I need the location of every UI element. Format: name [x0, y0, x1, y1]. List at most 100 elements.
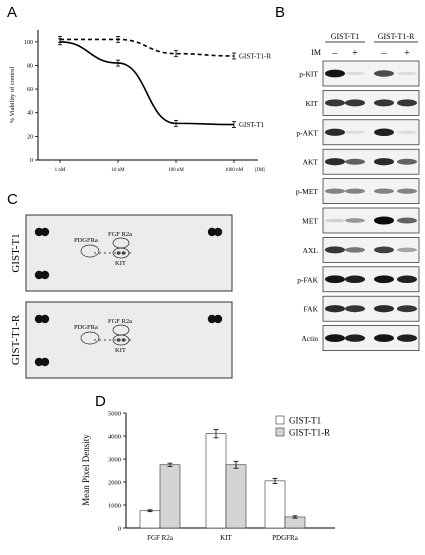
- panel-a-x-tick-label: 1 nM: [55, 168, 66, 173]
- reference-spot: [213, 227, 223, 237]
- blot-band: [374, 128, 394, 137]
- panel-d-category-label: PDGFRa: [272, 534, 299, 542]
- panel-a-letter: A: [7, 4, 17, 21]
- blot-band: [374, 216, 394, 225]
- band-label: p-KIT: [299, 70, 318, 79]
- panel-c-antibody-array: GIST-T1 PDGFRa FGF R2a KIT GIST-T1-R PDGFRa FG…: [10, 214, 233, 379]
- cell-line-label-gist-t1: GIST-T1: [331, 32, 360, 41]
- reference-spot: [34, 227, 44, 237]
- panel-a-y-tick-label: 60: [27, 87, 33, 93]
- panel-a-x-tick-label: 10 nM: [111, 168, 125, 173]
- band-label: Actin: [301, 334, 318, 343]
- array-cell-line-label: GIST-T1-R: [10, 314, 22, 365]
- background-spot: [113, 338, 117, 342]
- reference-spot: [34, 314, 44, 324]
- blot-band: [397, 334, 417, 342]
- kit-spot: [121, 251, 126, 255]
- cell-line-label-gist-t1-r: GIST-T1-R: [378, 32, 415, 41]
- panel-d-bar: [159, 464, 181, 529]
- panel-d-letter: D: [95, 393, 106, 410]
- reference-spot: [40, 314, 50, 324]
- band-label: FAK: [304, 305, 319, 314]
- blot-band: [397, 99, 417, 107]
- panel-a-series-line-1: [59, 41, 235, 126]
- panel-d-y-label: Mean Pixel Density: [81, 434, 91, 506]
- panel-b-letter: B: [275, 4, 285, 21]
- spot-label-pdgfra: PDGFRa: [74, 324, 98, 331]
- spot-label-fgfr2a: FGF R2a: [108, 231, 132, 238]
- kit-spot: [121, 338, 126, 342]
- reference-spot: [34, 357, 44, 367]
- kit-spot-circle: [112, 247, 130, 259]
- kit-spot-circle: [112, 334, 130, 346]
- panel-d-category-label: KIT: [220, 534, 232, 542]
- blot-band: [374, 99, 394, 107]
- blot-band: [397, 158, 417, 165]
- blot-band: [374, 305, 394, 313]
- lane-sign: –: [332, 48, 339, 59]
- panel-d-y-tick-label: 1000: [108, 503, 121, 510]
- blot-band: [397, 305, 417, 313]
- blot-band: [345, 334, 365, 342]
- blot-band: [325, 188, 345, 194]
- blot-band: [374, 158, 394, 166]
- blot-band: [325, 128, 345, 136]
- blot-band: [397, 217, 417, 224]
- band-label: AKT: [303, 158, 319, 167]
- reference-spot: [207, 314, 217, 324]
- blot-band: [397, 71, 417, 76]
- panel-d-y-tick-label: 5000: [108, 411, 121, 418]
- panel-a-series-label: GIST-T1-R: [239, 53, 271, 61]
- panel-a-y-tick-label: 100: [24, 40, 33, 46]
- spot-label-kit: KIT: [115, 347, 126, 354]
- blot-band: [345, 158, 365, 165]
- background-spot: [128, 338, 132, 342]
- blot-band: [374, 246, 394, 254]
- panel-a-y-tick-label: 40: [27, 111, 33, 117]
- panel-a-series-line-0: [60, 38, 235, 57]
- blot-band: [374, 70, 394, 77]
- background-spot: [113, 251, 117, 255]
- spot-label-pdgfra: PDGFRa: [74, 237, 98, 244]
- panel-d-category-label: FGF R2a: [147, 534, 174, 542]
- lane-sign: –: [381, 48, 388, 59]
- panel-a-x-tick-label: 1000 nM: [225, 168, 244, 173]
- background-spot: [128, 251, 132, 255]
- panel-a-y-tick-label: 0: [30, 158, 33, 164]
- panel-d-bar: [264, 480, 286, 529]
- panel-d-bar: [205, 433, 227, 529]
- blot-band: [345, 71, 365, 76]
- background-spot: [93, 251, 97, 255]
- band-label: p-AKT: [296, 128, 318, 137]
- band-label: KIT: [306, 99, 319, 108]
- panel-a-y-label: % Viability of control: [9, 66, 16, 123]
- kit-spot: [116, 338, 121, 342]
- blot-band: [325, 99, 345, 107]
- panel-a-y-tick-label: 80: [27, 63, 33, 69]
- blot-band: [345, 130, 365, 134]
- lane-sign: +: [352, 48, 358, 59]
- panel-d-y-tick-label: 4000: [108, 434, 121, 441]
- background-spot: [108, 251, 112, 255]
- background-spot: [108, 338, 112, 342]
- lane-sign: +: [404, 48, 410, 59]
- pdgfra-spot-circle: [80, 244, 100, 258]
- blot-band: [325, 69, 345, 78]
- blot-band: [345, 188, 365, 194]
- blot-band: [397, 275, 417, 284]
- blot-band: [325, 246, 345, 254]
- panel-d-y-tick-label: 0: [118, 526, 121, 533]
- panel-d-legend-swatch: [275, 427, 285, 437]
- blot-band: [345, 305, 365, 313]
- blot-band: [325, 334, 345, 342]
- band-label: p-FAK: [297, 275, 318, 284]
- band-label: MET: [302, 217, 318, 226]
- array-cell-line-label: GIST-T1: [10, 233, 22, 272]
- treatment-label: IM: [311, 48, 321, 57]
- blot-band: [325, 305, 345, 313]
- blot-band: [345, 99, 365, 107]
- panel-d-legend-label: GIST-T1-R: [289, 428, 330, 438]
- panel-d-legend-label: GIST-T1: [289, 416, 321, 426]
- band-label: p-MET: [296, 187, 318, 196]
- reference-spot: [40, 227, 50, 237]
